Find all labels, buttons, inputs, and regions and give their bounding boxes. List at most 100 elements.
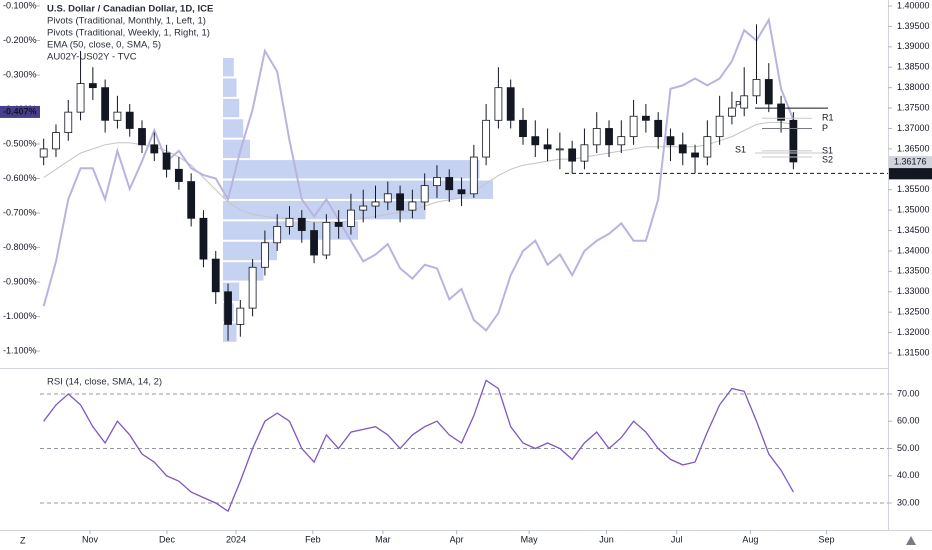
candle-body bbox=[654, 119, 663, 138]
y2-last-label: -0.407% bbox=[3, 106, 37, 116]
x-tick-label: Apr bbox=[450, 534, 464, 544]
candle-body bbox=[359, 205, 368, 211]
candle-body bbox=[162, 152, 171, 170]
candle-body bbox=[494, 87, 503, 121]
rsi-tick-label: 70.00 bbox=[897, 388, 920, 398]
candle-body bbox=[174, 168, 183, 182]
candle-body bbox=[285, 217, 294, 227]
candle-body bbox=[39, 148, 48, 158]
legend-item: EMA (50, close, 0, SMA, 5) bbox=[47, 40, 161, 51]
candle-body bbox=[371, 201, 380, 207]
y2-tick-label: -0.900% bbox=[3, 276, 37, 286]
y2-tick-label: -0.800% bbox=[3, 242, 37, 252]
y-tick-label: 1.34000 bbox=[897, 245, 930, 255]
y2-tick-label: -1.100% bbox=[3, 345, 37, 355]
candle-body bbox=[764, 79, 773, 105]
candle-body bbox=[273, 226, 282, 244]
candle-body bbox=[322, 221, 331, 256]
candle-body bbox=[248, 266, 257, 309]
candle-body bbox=[88, 83, 97, 89]
candle-body bbox=[138, 128, 146, 146]
candle-body bbox=[52, 132, 60, 150]
y-tick-label: 1.35000 bbox=[897, 205, 930, 215]
candle-body bbox=[519, 119, 527, 138]
last-price-label: 1.36176 bbox=[894, 156, 927, 166]
y-tick-label: 1.40000 bbox=[897, 0, 930, 10]
rsi-title: RSI (14, close, SMA, 14, 2) bbox=[47, 377, 162, 388]
candle-body bbox=[347, 209, 355, 227]
candle-body bbox=[789, 119, 798, 163]
legend-item: Pivots (Traditional, Monthly, 1, Left, 1… bbox=[47, 16, 206, 27]
y-tick-label: 1.38500 bbox=[897, 62, 930, 72]
y-tick-label: 1.37500 bbox=[897, 102, 930, 112]
candle-body bbox=[617, 136, 626, 146]
x-tick-label: Aug bbox=[742, 534, 758, 544]
candle-body bbox=[777, 103, 785, 121]
y-tick-label: 1.38000 bbox=[897, 82, 930, 92]
candle-body bbox=[64, 111, 73, 133]
x-tick-label: Nov bbox=[82, 534, 99, 544]
candle-body bbox=[420, 185, 429, 203]
monthly-pivot-label: P bbox=[735, 99, 741, 109]
series-line bbox=[43, 121, 794, 223]
candle-body bbox=[506, 87, 515, 121]
candle-body bbox=[605, 128, 613, 146]
weekly-pivot-label: S2 bbox=[822, 154, 833, 164]
marked-level-label: 1.35901 bbox=[894, 168, 927, 178]
legend-item: Pivots (Traditional, Weekly, 1, Right, 1… bbox=[47, 28, 210, 39]
rsi-tick-label: 40.00 bbox=[897, 470, 920, 480]
candle-body bbox=[396, 193, 404, 211]
y2-tick-label: -0.100% bbox=[3, 0, 37, 10]
candle-body bbox=[211, 258, 220, 293]
settings-icon[interactable] bbox=[906, 536, 916, 545]
candle-body bbox=[457, 189, 466, 195]
y-tick-label: 1.33000 bbox=[897, 286, 930, 296]
y2-tick-label: -0.200% bbox=[3, 35, 37, 45]
y-tick-label: 1.32500 bbox=[897, 307, 930, 317]
candle-body bbox=[334, 221, 343, 227]
volume-profile-bar bbox=[223, 139, 250, 159]
rsi-line bbox=[43, 379, 794, 513]
x-tick-label: Dec bbox=[159, 534, 176, 544]
candle-body bbox=[641, 115, 650, 121]
candle-body bbox=[433, 177, 441, 187]
x-tick-label: Mar bbox=[375, 534, 391, 544]
volume-profile-bar bbox=[223, 160, 480, 179]
x-tick-label: May bbox=[521, 534, 539, 544]
x-tick-label: Jun bbox=[599, 534, 614, 544]
candle-body bbox=[187, 181, 196, 219]
weekly-pivot-label: P bbox=[822, 123, 828, 133]
y2-tick-label: -0.500% bbox=[3, 138, 37, 148]
candle-body bbox=[592, 128, 601, 146]
candle-body bbox=[236, 307, 245, 325]
candle-body bbox=[224, 291, 232, 325]
candle-body bbox=[568, 148, 577, 162]
y-tick-label: 1.36500 bbox=[897, 143, 930, 153]
candle-body bbox=[531, 136, 540, 146]
legend-item: AU02Y-US02Y - TVC bbox=[47, 52, 137, 63]
last-price-box bbox=[889, 156, 932, 169]
candle-body bbox=[678, 144, 687, 154]
zoom-button[interactable]: Z bbox=[20, 535, 26, 545]
candle-body bbox=[469, 156, 478, 195]
candle-body bbox=[76, 83, 85, 113]
candle-body bbox=[297, 217, 306, 231]
x-tick-label: Sep bbox=[819, 534, 835, 544]
marked-level-box bbox=[889, 167, 932, 180]
y2-tick-label: -0.700% bbox=[3, 207, 37, 217]
candle-body bbox=[125, 111, 134, 129]
candle-body bbox=[150, 144, 159, 154]
y-tick-label: 1.39500 bbox=[897, 21, 930, 31]
candle-body bbox=[740, 95, 749, 109]
volume-profile-bar bbox=[223, 98, 240, 118]
candle-body bbox=[408, 201, 417, 211]
rsi-tick-label: 50.00 bbox=[897, 443, 920, 453]
weekly-pivot-label: S1 bbox=[822, 145, 833, 155]
volume-profile-bar bbox=[223, 262, 264, 281]
volume-profile-bar bbox=[223, 78, 237, 97]
volume-profile-bar bbox=[223, 241, 277, 261]
candle-body bbox=[261, 242, 269, 268]
y-tick-label: 1.32000 bbox=[897, 327, 930, 337]
y2-tick-label: -0.600% bbox=[3, 173, 37, 183]
